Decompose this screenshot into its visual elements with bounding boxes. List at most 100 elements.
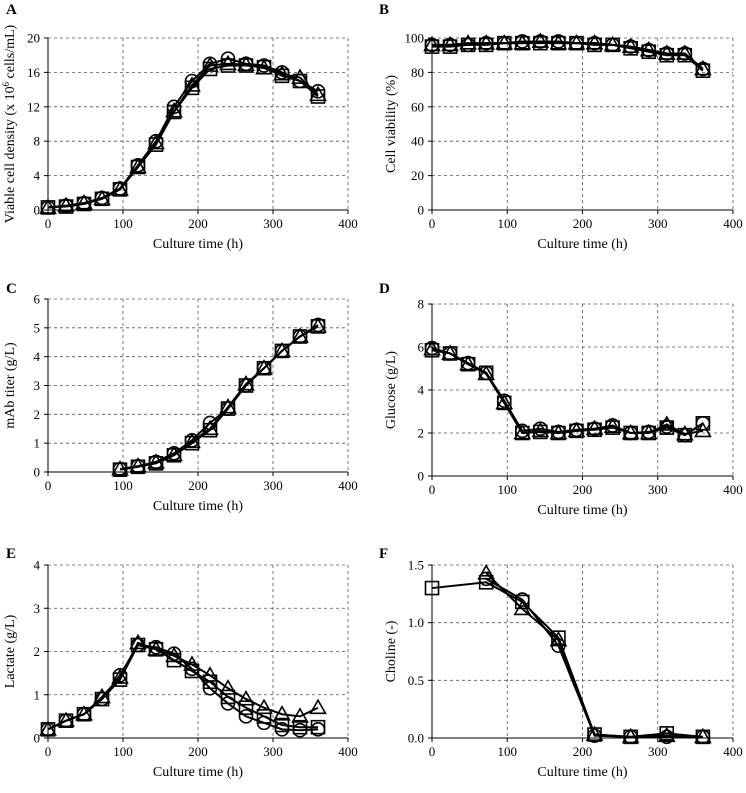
data-point-triangle [57, 196, 75, 213]
data-point-triangle [639, 40, 658, 57]
y-axis-label: Cell viability (%) [384, 75, 399, 173]
data-point-triangle [219, 54, 237, 71]
x-tick-label: 200 [188, 744, 208, 759]
data-point-triangle [255, 359, 273, 375]
y-tick-label: 0 [34, 203, 41, 218]
data-point-triangle [129, 633, 147, 650]
data-point-square [551, 425, 566, 441]
data-point-square [238, 58, 254, 73]
x-tick-label: 100 [113, 478, 133, 493]
data-point-square [112, 182, 128, 197]
y-tick-label: 1.5 [408, 558, 424, 573]
data-point-triangle [585, 725, 604, 741]
data-point-square [184, 435, 200, 451]
data-point-square [166, 447, 182, 463]
data-point-square [76, 196, 92, 212]
data-point-square [424, 39, 440, 54]
x-tick-label: 200 [573, 482, 593, 497]
data-point-square [148, 642, 164, 657]
data-point-triangle [531, 32, 550, 48]
panel-label: C [6, 281, 17, 297]
panel-f: F 0 100 200 300 400 0.0 0.5 1.0 1.5 Culture time (… [379, 546, 743, 780]
data-point-square [587, 37, 602, 53]
y-axis-label: Choline (-) [384, 620, 399, 682]
data-point-square [569, 423, 584, 439]
data-point-triangle [273, 705, 291, 721]
series-line-circle [47, 643, 319, 732]
data-point-square [292, 73, 308, 89]
data-point-square [514, 35, 530, 51]
data-point-square [184, 80, 200, 96]
data-point-triangle [273, 341, 291, 358]
series-line-triangle [47, 641, 319, 731]
x-tick-label: 100 [498, 744, 518, 759]
data-point-square [695, 416, 711, 431]
y-tick-label: 2 [34, 407, 41, 422]
data-point-triangle [477, 563, 496, 580]
y-tick-label: 0 [34, 465, 41, 480]
data-point-square [695, 729, 711, 745]
data-point-square [533, 35, 548, 51]
y-tick-label: 3 [34, 601, 41, 616]
data-point-triangle [675, 44, 694, 60]
data-point-square [94, 191, 110, 207]
y-axis-label: Viable cell density (x 106 cells/mL) [1, 24, 18, 223]
x-tick-label: 200 [188, 478, 208, 493]
data-point-triangle [549, 630, 568, 647]
data-point-square [148, 137, 164, 152]
data-point-triangle [291, 68, 309, 84]
data-point-square [112, 672, 128, 687]
y-tick-label: 80 [411, 65, 424, 80]
data-point-square [605, 420, 620, 435]
y-axis-label-exponent: 6 [1, 81, 11, 86]
data-point-square [40, 200, 56, 215]
series-line-triangle [47, 62, 319, 209]
data-point-triangle [657, 44, 676, 60]
data-point-square [256, 59, 272, 75]
data-point-square [460, 356, 476, 372]
data-point-square [478, 574, 494, 590]
data-point-triangle [423, 340, 441, 356]
data-point-triangle [165, 102, 183, 118]
x-tick-label: 100 [113, 216, 133, 231]
x-tick-label: 100 [113, 744, 133, 759]
panel-label: D [379, 281, 390, 297]
data-point-square [533, 424, 548, 440]
data-point-square [292, 719, 308, 735]
y-tick-label: 0.5 [408, 673, 424, 688]
data-point-square [442, 346, 458, 361]
y-tick-label: 2 [34, 644, 41, 659]
y-axis-label-part: cells/mL) [3, 24, 18, 81]
data-point-square [274, 68, 290, 84]
x-tick-label: 0 [429, 744, 436, 759]
y-tick-label: 20 [411, 168, 424, 183]
data-point-square [76, 706, 92, 722]
y-tick-label: 6 [418, 340, 425, 355]
data-point-square [587, 727, 602, 742]
x-axis-label: Culture time (h) [153, 237, 244, 252]
data-point-triangle [531, 421, 550, 438]
data-point-triangle [309, 317, 327, 333]
x-axis-label: Culture time (h) [153, 499, 244, 514]
y-tick-label: 8 [418, 297, 425, 312]
data-point-square [310, 319, 326, 334]
data-point-triangle [459, 355, 477, 371]
x-axis-label: Culture time (h) [537, 765, 628, 780]
y-tick-label: 20 [27, 31, 40, 46]
panel-a: A 0 100 200 300 400 0 4 8 12 16 20 Culture time (h) V… [1, 2, 358, 252]
data-point-triangle [111, 180, 129, 196]
panel-label: A [6, 2, 17, 18]
data-point-square [130, 159, 146, 175]
y-tick-label: 0.0 [408, 731, 424, 746]
data-point-square [623, 729, 638, 745]
data-point-square [166, 652, 182, 668]
data-point-square [274, 343, 290, 359]
y-axis-label-part: Viable cell density (x 10 [3, 86, 18, 223]
series-line-square [47, 643, 318, 731]
series-line-square [432, 42, 704, 72]
data-point-square [569, 35, 584, 51]
data-point-square [641, 425, 657, 441]
data-point-triangle [585, 419, 604, 436]
x-tick-label: 400 [723, 216, 743, 231]
